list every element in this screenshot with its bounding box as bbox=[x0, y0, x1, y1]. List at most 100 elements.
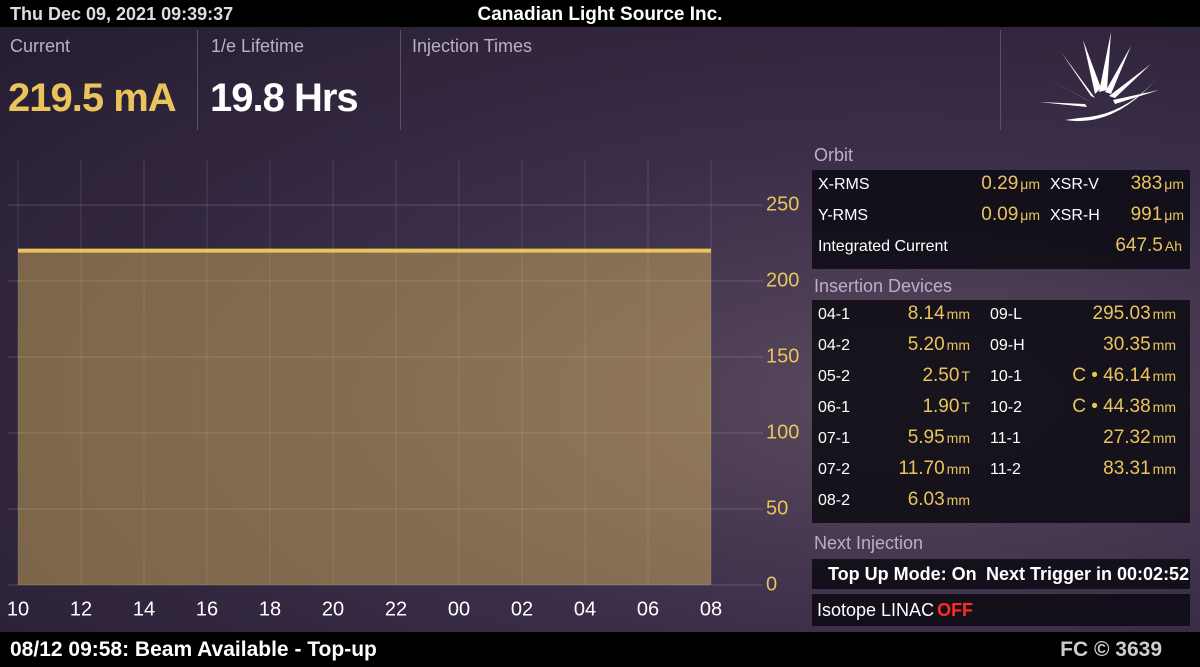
row-value: C • 46.14 mm bbox=[1072, 365, 1176, 386]
row-label: 07-2 bbox=[818, 461, 851, 478]
row-unit: mm bbox=[1152, 368, 1176, 384]
row-value: 11.70 mm bbox=[898, 458, 970, 479]
panel-label: Current bbox=[10, 36, 71, 56]
divider bbox=[197, 30, 198, 130]
row-value: C • 44.38 mm bbox=[1072, 396, 1176, 417]
row-label: 11-2 bbox=[990, 461, 1021, 478]
row-unit: mm bbox=[946, 461, 970, 477]
row-value: 83.31 mm bbox=[1103, 458, 1176, 479]
logo bbox=[1039, 32, 1159, 122]
row-unit: μm bbox=[1020, 207, 1040, 223]
x-tick-label: 18 bbox=[259, 598, 281, 620]
row-label: 10-1 bbox=[990, 368, 1023, 385]
row-label: XSR-V bbox=[1050, 176, 1099, 193]
row-unit: μm bbox=[1164, 207, 1184, 223]
row-label: 04-1 bbox=[818, 306, 851, 323]
row-label: Y-RMS bbox=[818, 207, 869, 224]
bottom-bar bbox=[0, 632, 1200, 667]
row-value: 5.95 mm bbox=[907, 427, 970, 448]
x-tick-label: 14 bbox=[133, 598, 155, 620]
y-tick-label: 200 bbox=[766, 269, 799, 291]
row-unit: Ah bbox=[1164, 238, 1182, 254]
isotope-status: OFF bbox=[937, 600, 974, 620]
next-trigger: Next Trigger in 00:02:52 bbox=[986, 564, 1190, 584]
row-unit: T bbox=[961, 368, 970, 384]
row-unit: mm bbox=[1152, 399, 1176, 415]
x-tick-label: 00 bbox=[448, 598, 470, 620]
x-tick-label: 06 bbox=[637, 598, 659, 620]
isotope-box bbox=[812, 594, 1190, 626]
row-unit: mm bbox=[1152, 430, 1176, 446]
row-unit: mm bbox=[1152, 461, 1176, 477]
isotope-label: Isotope LINAC OFF bbox=[817, 600, 974, 620]
row-value: 647.5 Ah bbox=[1115, 235, 1182, 256]
x-tick-label: 04 bbox=[574, 598, 596, 620]
row-label: 06-1 bbox=[818, 399, 851, 416]
x-tick-label: 22 bbox=[385, 598, 407, 620]
row-value: 30.35 mm bbox=[1103, 334, 1176, 355]
row-value: 1.90 T bbox=[922, 396, 970, 417]
row-value: 383 μm bbox=[1130, 173, 1184, 194]
x-tick-label: 10 bbox=[7, 598, 29, 620]
row-value: 27.32 mm bbox=[1103, 427, 1176, 448]
chart: 10 12 14 16 18 20 22 00 02 04 06 08 0 50 100 150 200 250 bbox=[7, 160, 800, 620]
datetime: Thu Dec 09, 2021 09:39:37 bbox=[10, 4, 234, 24]
lifetime-value: 19.8 Hrs bbox=[210, 76, 359, 120]
row-unit: mm bbox=[946, 430, 970, 446]
y-tick-label: 0 bbox=[766, 573, 777, 595]
row-unit: T bbox=[961, 399, 970, 415]
panel-label: Injection Times bbox=[412, 36, 533, 56]
current-value: 219.5 mA bbox=[8, 76, 177, 120]
y-tick-label: 100 bbox=[766, 421, 799, 443]
top-bar bbox=[0, 0, 1200, 27]
table-box bbox=[812, 300, 1190, 523]
x-tick-label: 20 bbox=[322, 598, 344, 620]
section-heading: Orbit bbox=[814, 145, 854, 165]
x-tick-label: 02 bbox=[511, 598, 533, 620]
row-label: X-RMS bbox=[818, 176, 870, 193]
row-unit: mm bbox=[946, 492, 970, 508]
status-message: 08/12 09:58: Beam Available - Top-up bbox=[10, 638, 377, 661]
table-box bbox=[812, 170, 1190, 269]
x-tick-label: 08 bbox=[700, 598, 722, 620]
status-code: FC © 3639 bbox=[1060, 638, 1162, 661]
divider bbox=[400, 30, 401, 130]
row-label: Integrated Current bbox=[818, 238, 948, 255]
row-unit: μm bbox=[1164, 176, 1184, 192]
area bbox=[18, 250, 711, 585]
y-tick-label: 250 bbox=[766, 193, 799, 215]
injection-box bbox=[812, 559, 1190, 589]
x-tick-label: 12 bbox=[70, 598, 92, 620]
row-unit: μm bbox=[1020, 176, 1040, 192]
row-unit: mm bbox=[946, 337, 970, 353]
row-value: 6.03 mm bbox=[907, 489, 970, 510]
row-label: 07-1 bbox=[818, 430, 851, 447]
row-unit: mm bbox=[946, 306, 970, 322]
row-label: 08-2 bbox=[818, 492, 851, 509]
row-label: 11-1 bbox=[990, 430, 1021, 447]
row-value: 2.50 T bbox=[922, 365, 970, 386]
row-label: XSR-H bbox=[1050, 207, 1100, 224]
row-value: 991 μm bbox=[1130, 204, 1184, 225]
row-label: 04-2 bbox=[818, 337, 851, 354]
row-value: 295.03 mm bbox=[1092, 303, 1176, 324]
row-label: 05-2 bbox=[818, 368, 851, 385]
section-heading: Insertion Devices bbox=[814, 276, 953, 296]
y-tick-label: 150 bbox=[766, 345, 799, 367]
row-value: 0.09 μm bbox=[981, 204, 1040, 225]
row-value: 8.14 mm bbox=[907, 303, 970, 324]
title: Canadian Light Source Inc. bbox=[477, 4, 723, 25]
x-tick-label: 16 bbox=[196, 598, 218, 620]
row-unit: mm bbox=[1152, 306, 1176, 322]
row-label: 09-L bbox=[990, 306, 1023, 323]
row-value: 5.20 mm bbox=[907, 334, 970, 355]
row-unit: mm bbox=[1152, 337, 1176, 353]
divider bbox=[1000, 30, 1001, 130]
row-label: 10-2 bbox=[990, 399, 1023, 416]
top-up-mode: Top Up Mode: On bbox=[828, 564, 977, 584]
row-value: 0.29 μm bbox=[981, 173, 1040, 194]
panel-label: 1/e Lifetime bbox=[211, 36, 305, 56]
y-tick-label: 50 bbox=[766, 497, 788, 519]
row-label: 09-H bbox=[990, 337, 1025, 354]
